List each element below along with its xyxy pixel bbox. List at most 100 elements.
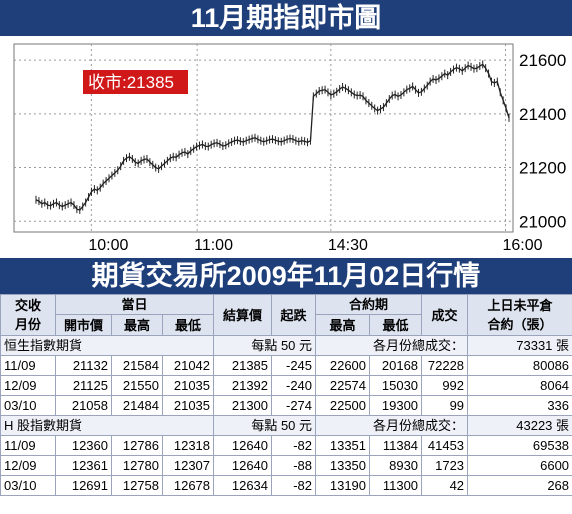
futures-table-wrap: 交收 月份 當日 結算價 起跌 合約期 成交 上日未平倉 合約（張） 開市價 最… <box>0 294 572 514</box>
cell: 80086 <box>467 355 572 376</box>
y-tick-label: 21400 <box>519 105 566 124</box>
cell: 21058 <box>55 395 112 416</box>
cell: 21484 <box>111 395 163 416</box>
cell: 11300 <box>369 475 423 496</box>
contract-month-header: 交收 月份 <box>0 294 56 336</box>
change-header: 起跌 <box>271 294 317 336</box>
y-tick-label: 21000 <box>519 212 566 231</box>
table-row: 03/10 12691 12758 12678 12634 -82 13190 … <box>0 475 572 496</box>
cell: 12/09 <box>0 455 56 476</box>
cell: 11384 <box>369 435 423 456</box>
cell: 99 <box>421 395 469 416</box>
cell: 41453 <box>421 435 469 456</box>
y-tick-label: 21600 <box>519 51 566 70</box>
cell: 21584 <box>111 355 163 376</box>
contract-month-header-top: 交收 <box>14 298 41 313</box>
cell: -245 <box>271 355 317 376</box>
x-tick-label: 14:30 <box>328 237 368 254</box>
cell: 6600 <box>467 455 572 476</box>
open-header: 開市價 <box>55 314 112 336</box>
y-tick-label: 21200 <box>519 159 566 178</box>
cell: 22600 <box>315 355 371 376</box>
cell: 03/10 <box>0 395 56 416</box>
cell: 21392 <box>213 375 273 396</box>
cell: 22500 <box>315 395 371 416</box>
cell: 336 <box>467 395 572 416</box>
cell: 13351 <box>315 435 371 456</box>
cell: 22574 <box>315 375 371 396</box>
volume-header: 成交 <box>421 294 469 336</box>
x-axis-ticks: 10:00 11:00 14:30 16:00 <box>88 237 542 254</box>
cell: 20168 <box>369 355 423 376</box>
x-tick-label: 11:00 <box>194 237 233 254</box>
day-header: 當日 <box>54 294 215 315</box>
section-total: 43223 張 <box>467 415 572 436</box>
close-label: 收市:21385 <box>88 73 174 92</box>
cell: 12360 <box>55 435 112 456</box>
section-row-hsi: 恒生指數期貨 每點 50 元 各月份總成交： 73331 張 <box>0 335 572 356</box>
cell: 21300 <box>213 395 273 416</box>
cell: -82 <box>271 435 317 456</box>
high-header: 最高 <box>111 314 163 336</box>
cell: 8930 <box>369 455 423 476</box>
cell: 8064 <box>467 375 572 396</box>
cell: 12678 <box>161 475 215 496</box>
intraday-chart: 21600 21400 21200 21000 10:00 11:00 14:30 16:0… <box>13 43 566 254</box>
cell: 12640 <box>213 435 273 456</box>
cell: 72228 <box>421 355 469 376</box>
cell: 21035 <box>161 375 215 396</box>
open-interest-header-bottom: 合約（張） <box>487 317 553 332</box>
price-series <box>35 60 510 214</box>
cell: 15030 <box>369 375 423 396</box>
table-title: 期貨交易所2009年11月02日行情 <box>0 258 572 294</box>
table-row: 12/09 12361 12780 12307 12640 -88 13350 … <box>0 455 572 476</box>
cell: 12361 <box>55 455 112 476</box>
cell: 13350 <box>315 455 371 476</box>
section-total-label: 各月份總成交： <box>315 415 469 436</box>
open-interest-header: 上日未平倉 合約（張） <box>467 294 572 336</box>
cell: -274 <box>271 395 317 416</box>
futures-table: 交收 月份 當日 結算價 起跌 合約期 成交 上日未平倉 合約（張） 開市價 最… <box>0 294 572 496</box>
cell: 13190 <box>315 475 371 496</box>
cell: 21035 <box>161 395 215 416</box>
open-interest-header-top: 上日未平倉 <box>487 298 553 313</box>
cell: 42 <box>421 475 469 496</box>
cell: 12634 <box>213 475 273 496</box>
cell: -240 <box>271 375 317 396</box>
x-tick-label: 10:00 <box>88 237 128 254</box>
table-row: 12/09 21125 21550 21035 21392 -240 22574… <box>0 375 572 396</box>
cell: 19300 <box>369 395 423 416</box>
cell: -82 <box>271 475 317 496</box>
table-row: 03/10 21058 21484 21035 21300 -274 22500… <box>0 395 572 416</box>
cell: 21550 <box>111 375 163 396</box>
close-label-box <box>83 70 188 94</box>
cell: 12/09 <box>0 375 56 396</box>
settle-header: 結算價 <box>213 294 273 336</box>
low-header: 最低 <box>161 314 215 336</box>
cell: 268 <box>467 475 572 496</box>
cell: 21042 <box>161 355 215 376</box>
cell: 21132 <box>55 355 112 376</box>
cell: 12640 <box>213 455 273 476</box>
section-total-label: 各月份總成交： <box>315 335 469 356</box>
cell: 992 <box>421 375 469 396</box>
table-row: 11/09 12360 12786 12318 12640 -82 13351 … <box>0 435 572 456</box>
chart-area: 21600 21400 21200 21000 10:00 11:00 14:30 16:0… <box>0 36 572 258</box>
table-row: 11/09 21132 21584 21042 21385 -245 22600… <box>0 355 572 376</box>
section-total: 73331 張 <box>467 335 572 356</box>
section-name: H 股指數期貨 <box>0 415 215 436</box>
period-low-header: 最低 <box>369 314 423 336</box>
header-row-1: 交收 月份 當日 結算價 起跌 合約期 成交 上日未平倉 合約（張） <box>0 294 572 336</box>
cell: -88 <box>271 455 317 476</box>
cell: 1723 <box>421 455 469 476</box>
cell: 12786 <box>111 435 163 456</box>
section-row-hshare: H 股指數期貨 每點 50 元 各月份總成交： 43223 張 <box>0 415 572 436</box>
period-high-header: 最高 <box>315 314 371 336</box>
cell: 03/10 <box>0 475 56 496</box>
cell: 12691 <box>55 475 112 496</box>
cell: 21385 <box>213 355 273 376</box>
cell: 12758 <box>111 475 163 496</box>
period-header: 合約期 <box>315 294 423 315</box>
section-unit: 每點 50 元 <box>213 335 317 356</box>
cell: 12780 <box>111 455 163 476</box>
